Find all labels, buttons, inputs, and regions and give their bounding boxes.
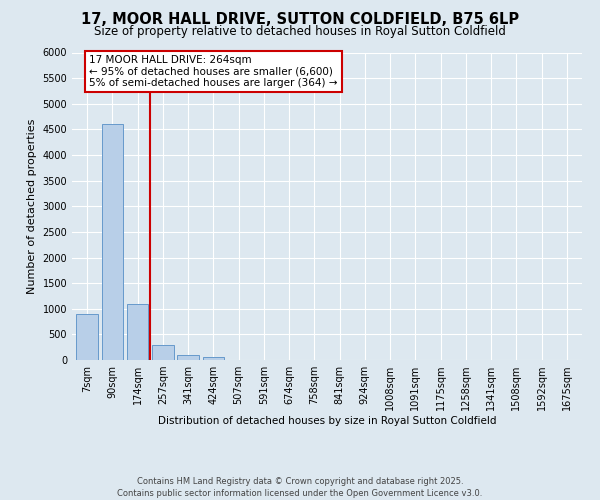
- Bar: [76, 314, 98, 360]
- Bar: [127, 304, 148, 360]
- Bar: [203, 357, 224, 360]
- X-axis label: Distribution of detached houses by size in Royal Sutton Coldfield: Distribution of detached houses by size …: [158, 416, 496, 426]
- Y-axis label: Number of detached properties: Number of detached properties: [27, 118, 37, 294]
- Text: 17 MOOR HALL DRIVE: 264sqm
← 95% of detached houses are smaller (6,600)
5% of se: 17 MOOR HALL DRIVE: 264sqm ← 95% of deta…: [89, 55, 338, 88]
- Text: 17, MOOR HALL DRIVE, SUTTON COLDFIELD, B75 6LP: 17, MOOR HALL DRIVE, SUTTON COLDFIELD, B…: [81, 12, 519, 28]
- Bar: [178, 355, 199, 360]
- Text: Contains HM Land Registry data © Crown copyright and database right 2025.
Contai: Contains HM Land Registry data © Crown c…: [118, 476, 482, 498]
- Bar: [152, 344, 173, 360]
- Text: Size of property relative to detached houses in Royal Sutton Coldfield: Size of property relative to detached ho…: [94, 25, 506, 38]
- Bar: [101, 124, 123, 360]
